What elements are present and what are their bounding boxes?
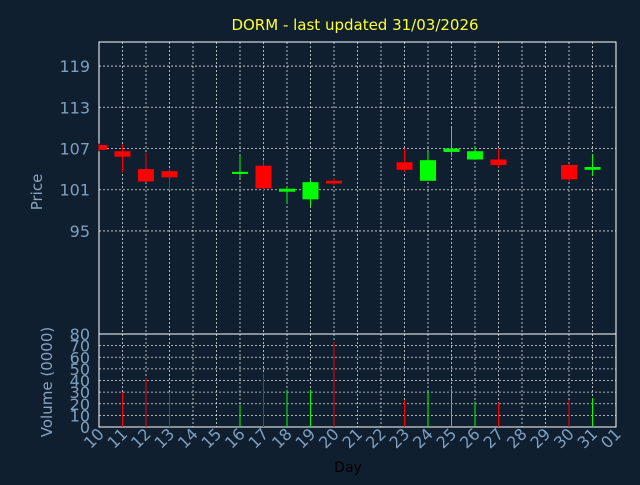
candle-body bbox=[279, 188, 295, 192]
candle-body bbox=[490, 159, 507, 165]
candle-body bbox=[396, 162, 413, 170]
volume-tick-label: 40 bbox=[70, 372, 90, 391]
candle-body bbox=[443, 148, 460, 152]
volume-tick-label: 10 bbox=[70, 406, 90, 425]
candle-body bbox=[161, 171, 178, 178]
price-tick-label: 80 bbox=[70, 325, 90, 344]
volume-tick-label: 30 bbox=[70, 383, 90, 402]
x-axis: 1011121314151617181920212223242526272829… bbox=[80, 424, 625, 452]
price-tick-label: 107 bbox=[59, 139, 90, 158]
candle-body bbox=[467, 151, 483, 160]
candle-body bbox=[114, 151, 131, 157]
candle-body bbox=[326, 180, 342, 184]
candle-body bbox=[561, 164, 577, 180]
candle-body bbox=[232, 171, 248, 174]
candle-body bbox=[584, 167, 601, 170]
candle-body bbox=[302, 182, 319, 200]
candle-body bbox=[138, 169, 154, 182]
price-panel: 119 113 107 101 95 80 bbox=[59, 41, 617, 344]
volume-axis-title: Volume (0000) bbox=[38, 327, 56, 437]
price-tick-label: 113 bbox=[59, 98, 90, 117]
volume-tick-label: 20 bbox=[70, 395, 90, 414]
x-axis-title: Day bbox=[334, 460, 362, 476]
price-tick-label: 101 bbox=[59, 181, 90, 200]
chart-title: DORM - last updated 31/03/2026 bbox=[231, 16, 478, 34]
price-tick-label: 95 bbox=[70, 222, 90, 241]
volume-tick-label: 60 bbox=[70, 348, 90, 367]
volume-tick-label: 70 bbox=[70, 337, 90, 356]
price-tick-label: 119 bbox=[59, 57, 90, 76]
volume-tick-label: 50 bbox=[70, 360, 90, 379]
volume-tick-label: 0 bbox=[80, 418, 90, 437]
candle-body bbox=[99, 145, 107, 150]
candle-body bbox=[420, 160, 436, 181]
candle-body bbox=[255, 165, 272, 189]
price-axis-title: Price bbox=[28, 174, 46, 211]
